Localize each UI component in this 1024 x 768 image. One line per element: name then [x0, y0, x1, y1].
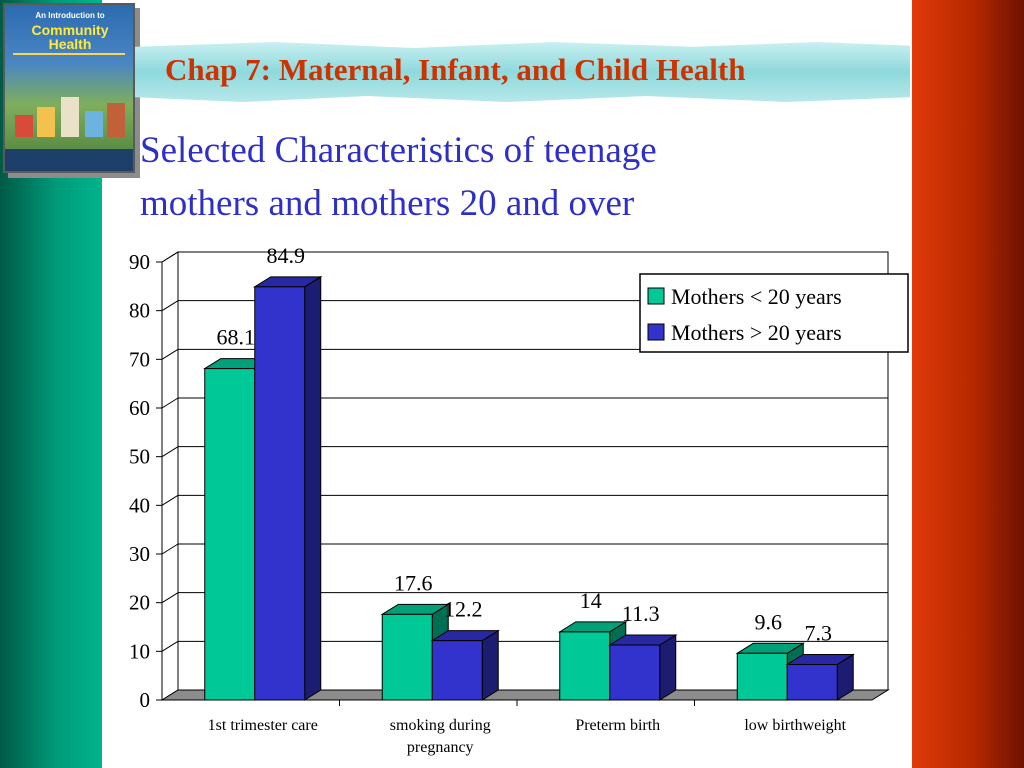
gridline-side-90: [161, 251, 179, 263]
chart-title-line-2: mothers and mothers 20 and over: [140, 183, 635, 224]
legend-label: Mothers < 20 years: [671, 284, 842, 309]
x-category-label: Preterm birth: [575, 717, 660, 734]
gridline-side-50: [161, 446, 179, 458]
chart-side-wall: [161, 251, 179, 701]
x-category-label: smoking during: [390, 717, 491, 734]
gridline-side-20: [161, 592, 179, 604]
book-cover-title: Community Health: [31, 22, 109, 52]
title-ribbon: [135, 42, 910, 102]
y-tick-label: 90: [129, 250, 150, 274]
data-label: 17.6: [394, 570, 433, 595]
bar-2-1: [609, 644, 661, 701]
x-category-label: low birthweight: [744, 717, 846, 734]
bar-side-2-1: [659, 634, 677, 701]
data-label: 14: [580, 588, 602, 613]
gridline-side-30: [161, 543, 179, 555]
legend-box: [639, 273, 909, 353]
data-label: 84.9: [267, 243, 306, 268]
y-tick-label: 30: [129, 542, 150, 566]
y-tick-label: 0: [140, 688, 151, 712]
gridline-side-10: [161, 640, 179, 652]
y-tick-label: 70: [129, 347, 150, 371]
bar-3-0: [736, 652, 788, 701]
data-label: 9.6: [755, 609, 783, 634]
y-tick-label: 20: [129, 591, 150, 615]
bar-side-1-1: [481, 629, 499, 701]
right-decorative-bar: [912, 0, 1024, 768]
y-tick-label: 80: [129, 299, 150, 323]
bar-1-1: [431, 640, 483, 701]
bar-1-0: [381, 613, 433, 701]
chart-title-line-1: Selected Characteristics of teenage: [140, 130, 657, 171]
bar-0-1: [254, 286, 306, 701]
bar-2-0: [559, 631, 611, 701]
book-cover-image: An Introduction to Community Health: [3, 3, 135, 173]
x-category-label: pregnancy: [407, 739, 474, 756]
legend-swatch: [647, 323, 665, 341]
bar-3-1: [786, 663, 838, 701]
y-tick-label: 40: [129, 493, 150, 517]
legend-label: Mothers > 20 years: [671, 320, 842, 345]
data-label: 11.3: [622, 601, 660, 626]
x-category-label: 1st trimester care: [208, 717, 318, 734]
bar-0-0: [204, 368, 256, 701]
data-label: 7.3: [805, 620, 833, 645]
bar-side-0-1: [304, 275, 322, 701]
y-tick-label: 50: [129, 445, 150, 469]
gridline-side-70: [161, 348, 179, 360]
gridline-side-60: [161, 397, 179, 409]
slide-title: Chap 7: Maternal, Infant, and Child Heal…: [165, 52, 746, 87]
data-label: 68.1: [217, 325, 256, 350]
gridline-side-40: [161, 494, 179, 506]
y-tick-label: 60: [129, 396, 150, 420]
y-tick-label: 10: [129, 639, 150, 663]
chart-title: Selected Characteristics of teenage moth…: [140, 124, 900, 230]
book-cover-small-text: An Introduction to: [35, 11, 105, 20]
data-label: 12.2: [444, 597, 483, 622]
gridline-side-80: [161, 300, 179, 312]
legend-swatch: [647, 287, 665, 305]
